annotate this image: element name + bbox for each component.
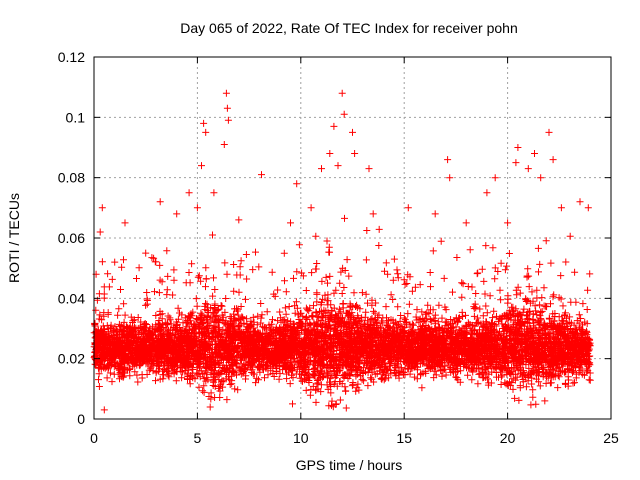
data-points bbox=[90, 89, 594, 414]
x-tick-label: 5 bbox=[194, 430, 202, 446]
x-tick-label: 15 bbox=[396, 430, 412, 446]
x-tick-label: 25 bbox=[603, 430, 619, 446]
y-tick-label: 0.06 bbox=[58, 230, 85, 246]
y-tick-label: 0 bbox=[77, 411, 85, 427]
plot-frame bbox=[93, 56, 612, 420]
x-tick-label: 20 bbox=[500, 430, 516, 446]
y-tick-label: 0.12 bbox=[58, 49, 85, 65]
y-tick-label: 0.04 bbox=[58, 290, 85, 306]
y-tick-label: 0.02 bbox=[58, 351, 85, 367]
roti-data-points bbox=[90, 89, 594, 414]
x-tick-label: 0 bbox=[90, 430, 98, 446]
x-tick-label: 10 bbox=[293, 430, 309, 446]
axis-ticks: 0 5 10 15 20 25 0 0.02 0.04 0.06 0.08 0.1 0.12 bbox=[58, 49, 619, 446]
y-tick-label: 0.08 bbox=[58, 170, 85, 186]
x-axis-label: GPS time / hours bbox=[296, 457, 403, 473]
chart-title: Day 065 of 2022, Rate Of TEC Index for r… bbox=[180, 20, 517, 36]
y-tick-label: 0.1 bbox=[66, 109, 86, 125]
y-axis-label: ROTI / TECUs bbox=[6, 193, 22, 283]
